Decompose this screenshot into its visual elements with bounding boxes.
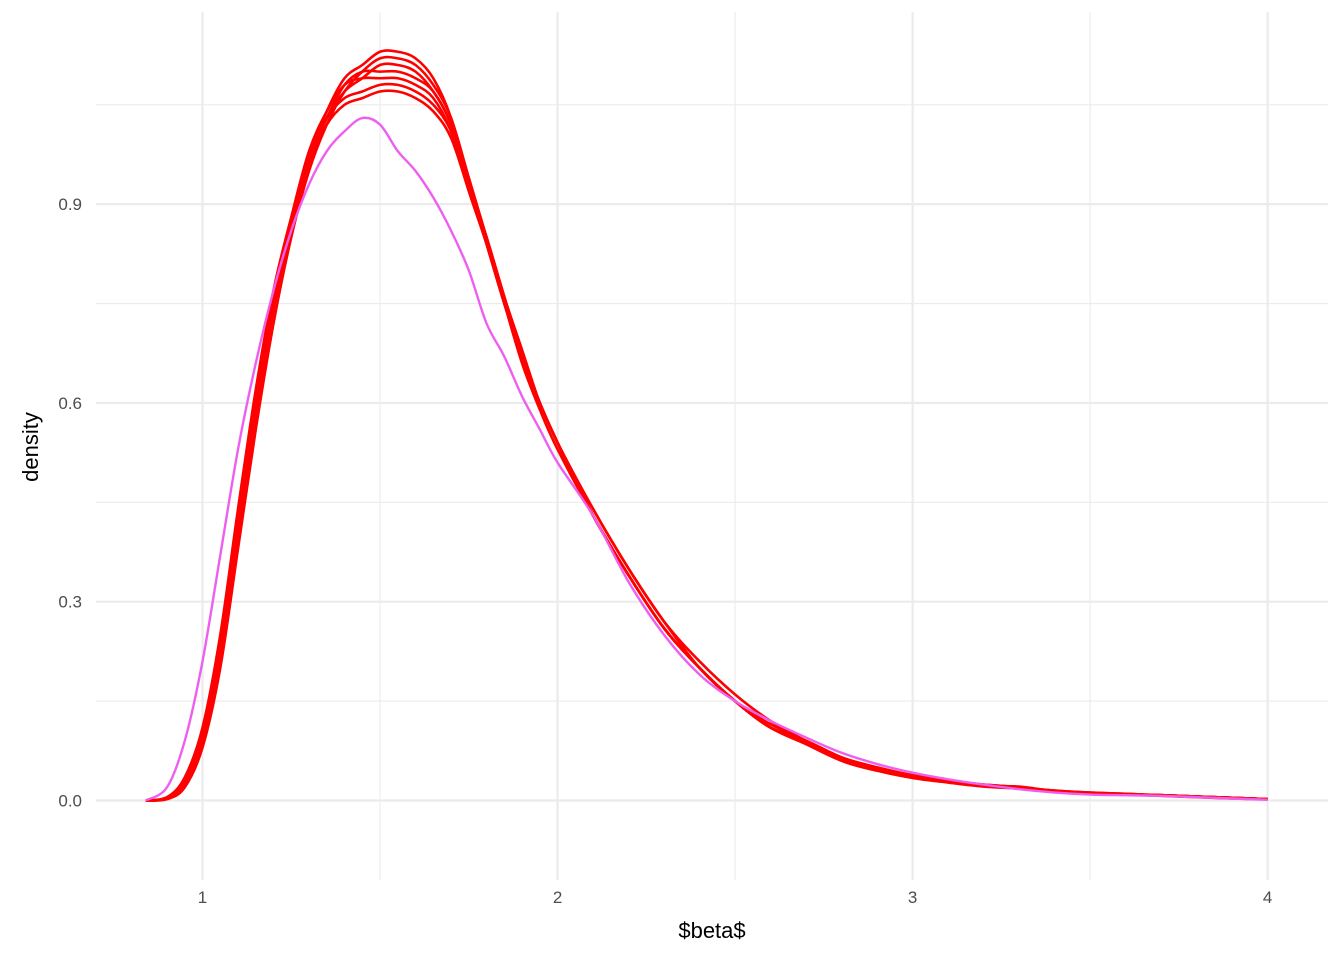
x-axis-title: $beta$	[678, 918, 745, 943]
replicate-density-line-1	[145, 49, 1268, 802]
density-curves	[145, 49, 1268, 802]
x-tick-label: 4	[1263, 888, 1272, 907]
y-axis-title: density	[18, 412, 43, 482]
y-tick-label: 0.3	[58, 593, 82, 612]
major-gridlines	[96, 12, 1328, 880]
y-tick-label: 0.6	[58, 394, 82, 413]
x-tick-label: 2	[553, 888, 562, 907]
y-tick-label: 0.0	[58, 791, 82, 810]
replicate-density-line-4	[145, 55, 1268, 802]
x-tick-label: 1	[198, 888, 207, 907]
x-tick-label: 3	[908, 888, 917, 907]
replicate-density-line-5	[145, 89, 1268, 802]
minor-gridlines	[96, 12, 1328, 880]
y-tick-label: 0.9	[58, 195, 82, 214]
replicate-density-line-6	[145, 69, 1268, 802]
replicate-density-line-3	[145, 82, 1268, 802]
x-axis-tick-labels: 1 2 3 4	[198, 888, 1273, 907]
observed-density-line	[145, 116, 1268, 802]
replicate-density-line-7	[145, 76, 1268, 802]
y-axis-tick-labels: 0.0 0.3 0.6 0.9	[58, 195, 82, 810]
